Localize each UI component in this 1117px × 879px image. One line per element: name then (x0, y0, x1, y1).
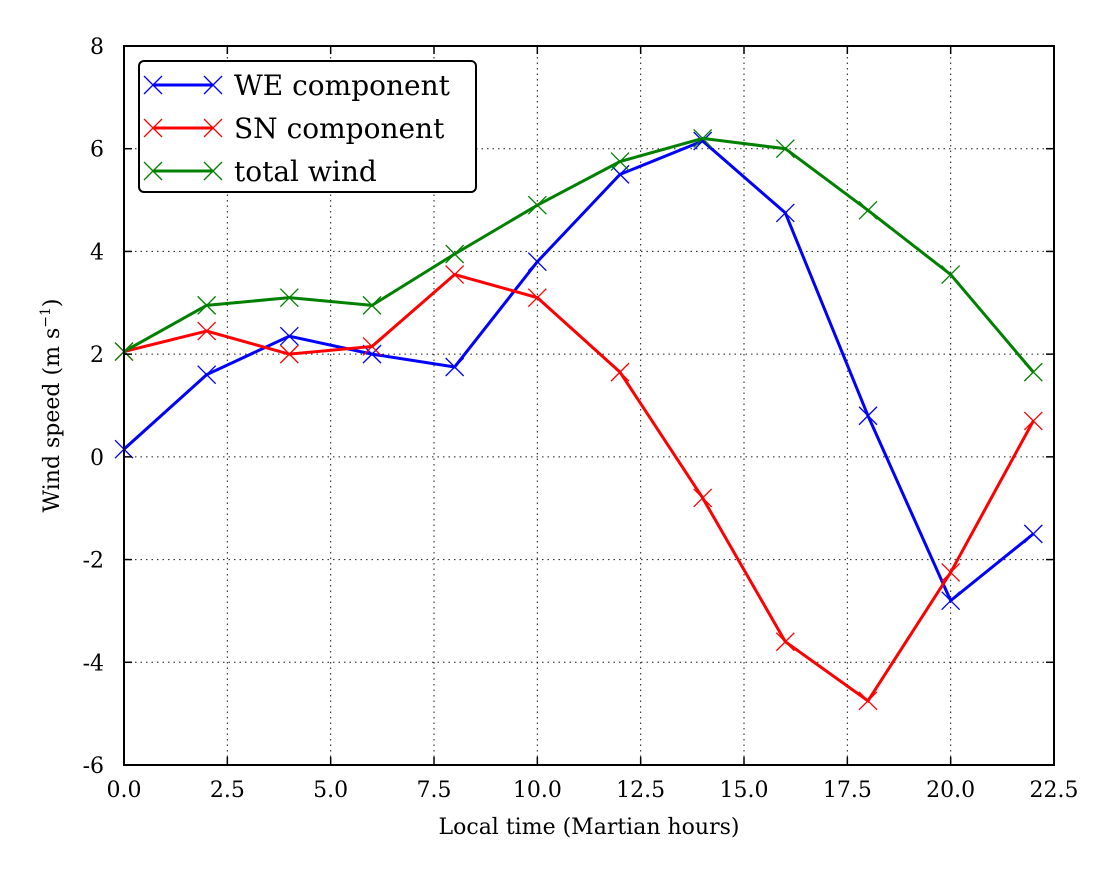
y-tick-label: -4 (83, 651, 104, 676)
sn-component-point (693, 488, 713, 508)
y-tick-label: 4 (90, 240, 104, 265)
sn-component-series (114, 265, 1043, 711)
legend-sn-component-marker (143, 118, 163, 138)
sn-component-line (123, 272, 1035, 703)
x-tick-label: 20.0 (926, 778, 975, 803)
x-tick-label: 2.5 (210, 778, 245, 803)
x-tick-label: 17.5 (823, 778, 872, 803)
y-tick-label: -6 (83, 754, 104, 779)
x-tick-label: 7.5 (417, 778, 452, 803)
y-tick-label: 2 (90, 343, 104, 368)
we-component-series (114, 131, 1043, 611)
we-component-point (279, 326, 299, 346)
total-wind-point (445, 244, 465, 264)
we-component-point (445, 357, 465, 377)
series-group (114, 128, 1043, 711)
plot-frame (123, 45, 1055, 766)
legend-sn-component-label: SN component (234, 112, 445, 145)
we-component-point (693, 131, 713, 151)
total-wind-point (527, 195, 547, 215)
sn-component-point (941, 562, 961, 582)
x-tick-label: 22.5 (1030, 778, 1079, 803)
sn-component-point (1023, 411, 1043, 431)
we-component-point (197, 365, 217, 385)
x-tick-label: 12.5 (616, 778, 665, 803)
y-axis-label-superscript: −1 (38, 307, 54, 328)
y-axis-label-main: Wind speed (m s (40, 328, 65, 513)
legend-sn-component-marker (203, 118, 223, 138)
total-wind-point (1023, 362, 1043, 382)
total-wind-point (858, 200, 878, 220)
we-component-point (775, 203, 795, 223)
legend-total-wind-label: total wind (234, 155, 377, 188)
y-tick-label: 8 (90, 35, 104, 60)
total-wind-point (775, 139, 795, 159)
y-tick-label: 0 (90, 446, 104, 471)
x-tick-label: 5.0 (313, 778, 348, 803)
legend-we-component-marker (143, 75, 163, 95)
legend-box (138, 60, 477, 193)
sn-component-point (775, 632, 795, 652)
sn-component-point (610, 362, 630, 382)
sn-component-point (858, 691, 878, 711)
x-axis-label: Local time (Martian hours) (439, 815, 740, 840)
sn-component-point (279, 344, 299, 364)
total-wind-line (123, 136, 1035, 374)
legend-total-wind-marker (143, 161, 163, 181)
y-tick-label: 6 (90, 138, 104, 163)
we-component-point (527, 252, 547, 272)
y-axis-label-close: ) (40, 299, 65, 308)
legend: WE component SN component total wind (138, 60, 477, 193)
sn-component-point (197, 321, 217, 341)
axis-ticks: 0.0 2.5 5.0 7.5 10.0 12.5 15.0 17.5 20.0 22.5 -6 -4… (83, 35, 1079, 803)
legend-total-wind-marker (203, 161, 223, 181)
legend-we-component-label: WE component (234, 69, 451, 102)
total-wind-point (279, 288, 299, 308)
x-tick-label: 15.0 (720, 778, 769, 803)
we-component-point (858, 406, 878, 426)
sn-component-point (445, 265, 465, 284)
total-wind-point (941, 265, 961, 284)
we-component-point (941, 591, 961, 611)
total-wind-point (362, 295, 382, 315)
sn-component-point (362, 336, 382, 356)
y-axis-label: Wind speed (m s−1) (38, 299, 65, 513)
x-tick-label: 0.0 (107, 778, 142, 803)
legend-we-component-marker (203, 75, 223, 95)
x-tick-label: 10.0 (513, 778, 562, 803)
we-component-line (122, 139, 1035, 604)
we-component-point (1023, 524, 1043, 544)
total-wind-point (693, 128, 713, 148)
total-wind-point (197, 295, 217, 315)
y-tick-label: -2 (83, 549, 104, 574)
sn-component-point (527, 288, 547, 308)
total-wind-point (610, 152, 630, 172)
